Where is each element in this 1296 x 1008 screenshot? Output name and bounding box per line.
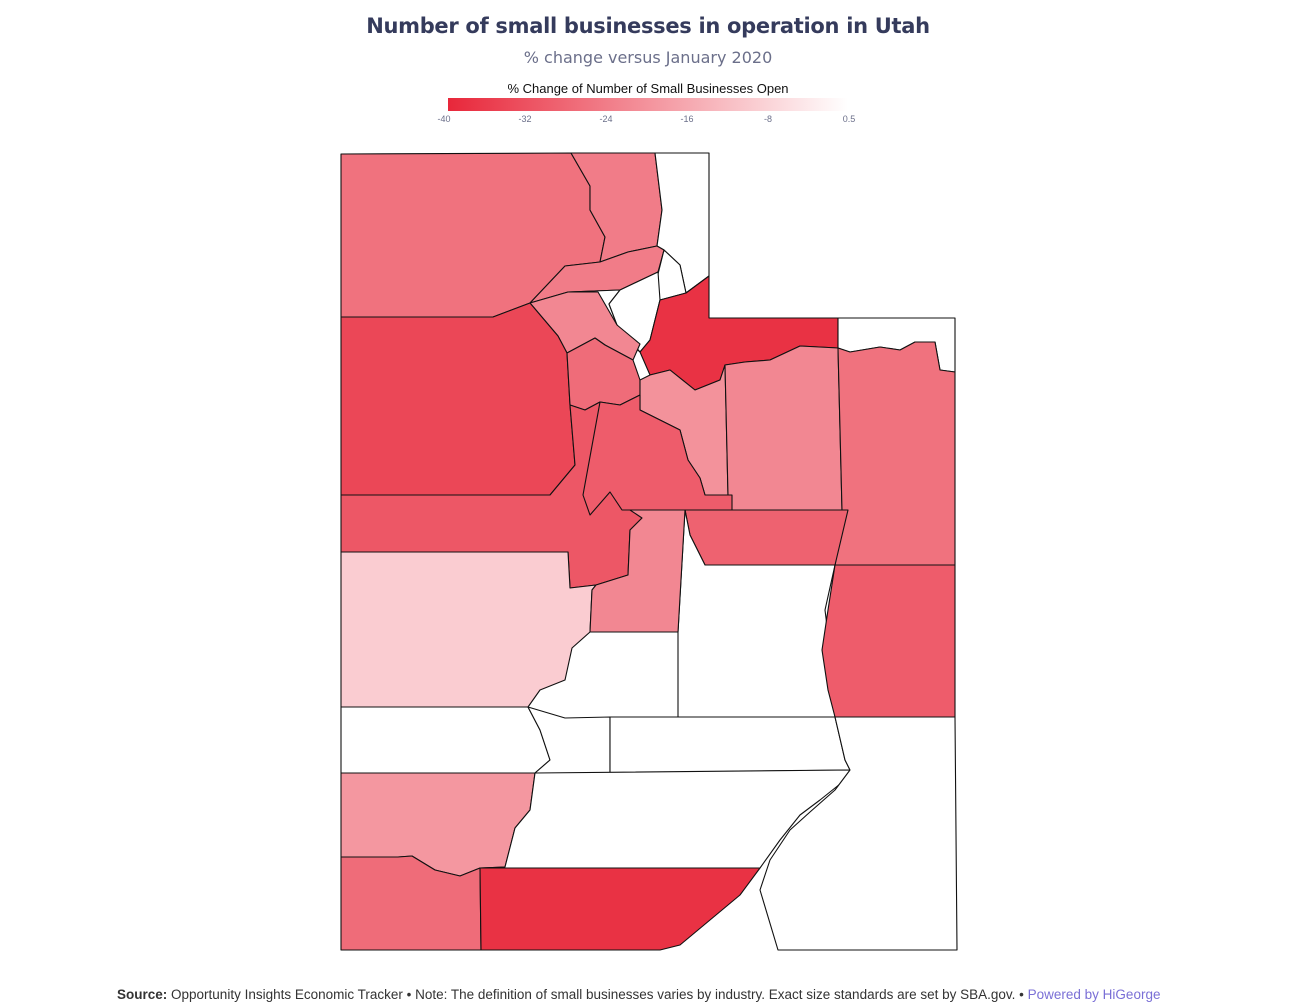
county-sanpete[interactable] xyxy=(582,394,733,516)
legend-tick: 0.5 xyxy=(842,114,856,124)
county-duchesne[interactable] xyxy=(724,345,843,511)
page-subtitle: % change versus January 2020 xyxy=(523,48,773,67)
county-tooele[interactable] xyxy=(340,302,576,496)
footer: Source: Opportunity Insights Economic Tr… xyxy=(117,987,1160,1002)
page-title: Number of small businesses in operation … xyxy=(366,14,930,38)
legend-tick: -24 xyxy=(599,114,613,124)
county-san-juan[interactable] xyxy=(759,716,958,951)
legend-tick: -16 xyxy=(680,114,694,124)
legend-tick: -32 xyxy=(518,114,532,124)
county-carbon[interactable] xyxy=(684,509,849,566)
county-uintah[interactable] xyxy=(834,341,956,566)
source-label: Source: xyxy=(117,987,168,1002)
legend-tick: -40 xyxy=(437,114,451,124)
county-millard[interactable] xyxy=(340,551,597,708)
hi-george-link[interactable]: Powered by HiGeorge xyxy=(1027,987,1161,1002)
county-sevier[interactable] xyxy=(589,509,686,633)
source-text: Opportunity Insights Economic Tracker • … xyxy=(171,987,1024,1002)
county-washington[interactable] xyxy=(340,855,482,951)
county-kane[interactable] xyxy=(479,867,761,951)
legend-tick: -8 xyxy=(763,114,773,124)
legend-color-bar xyxy=(448,98,848,111)
county-grand[interactable] xyxy=(821,564,956,718)
county-beaver[interactable] xyxy=(340,706,551,774)
legend-title: % Change of Number of Small Businesses O… xyxy=(507,81,789,96)
county-wayne[interactable] xyxy=(609,716,851,774)
